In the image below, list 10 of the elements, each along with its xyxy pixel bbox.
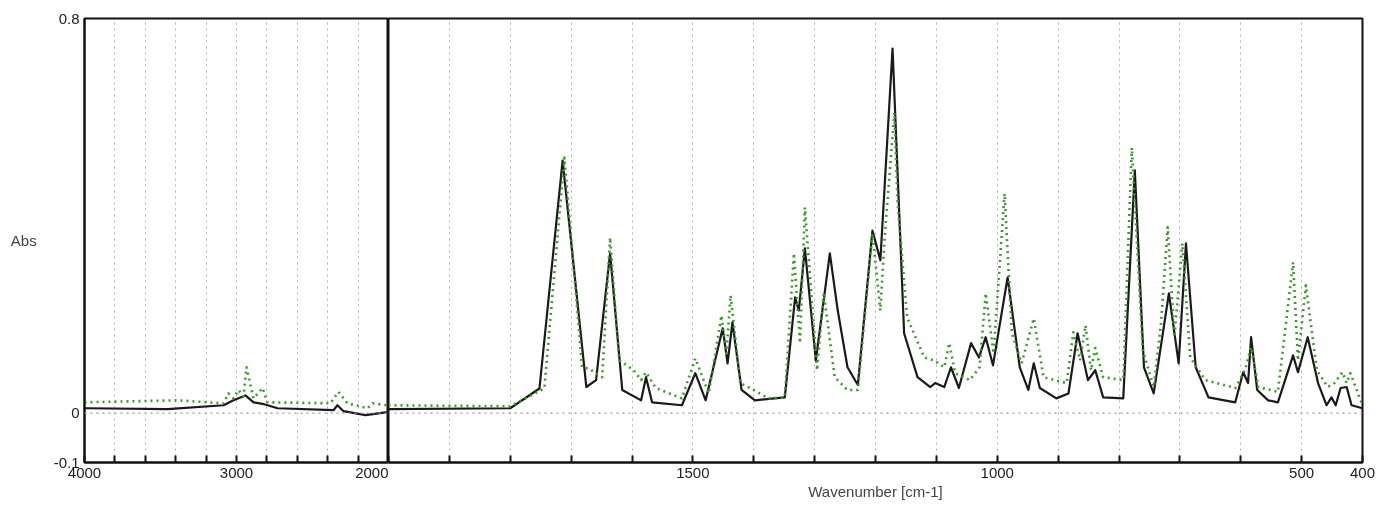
x-tick-label: 400 (1349, 463, 1376, 481)
x-tick-label: 2000 (355, 463, 389, 481)
x-tick-label: 1000 (980, 463, 1014, 481)
y-tick-label: 0.8 (58, 9, 80, 27)
x-tick-label: 3000 (219, 463, 254, 481)
y-axis-title: Abs (10, 232, 37, 249)
x-tick-label: 500 (1289, 463, 1315, 481)
x-axis-title: Wavenumber [cm-1] (808, 482, 943, 500)
x-tick-label: 1500 (676, 463, 710, 481)
y-tick-label: 0 (71, 404, 80, 422)
